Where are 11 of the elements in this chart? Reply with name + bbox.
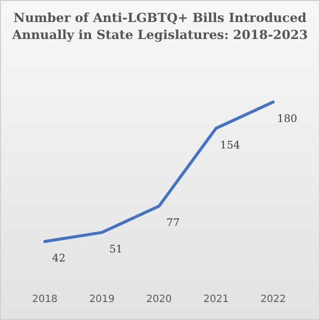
x-tick-label: 2018	[32, 294, 58, 305]
x-tick-label: 2022	[260, 294, 286, 305]
data-label: 180	[277, 113, 298, 125]
data-label: 154	[220, 139, 240, 152]
x-tick-label: 2021	[203, 294, 229, 305]
data-label: 51	[109, 243, 123, 256]
chart-title: Number of Anti-LGBTQ+ Bills Introduced Annually in State Legislatures: 2018-2023	[11, 10, 308, 42]
x-tick-label: 2019	[89, 294, 115, 305]
data-label: 42	[52, 252, 66, 265]
data-label: 77	[166, 217, 180, 230]
x-tick-label: 2020	[146, 294, 172, 305]
